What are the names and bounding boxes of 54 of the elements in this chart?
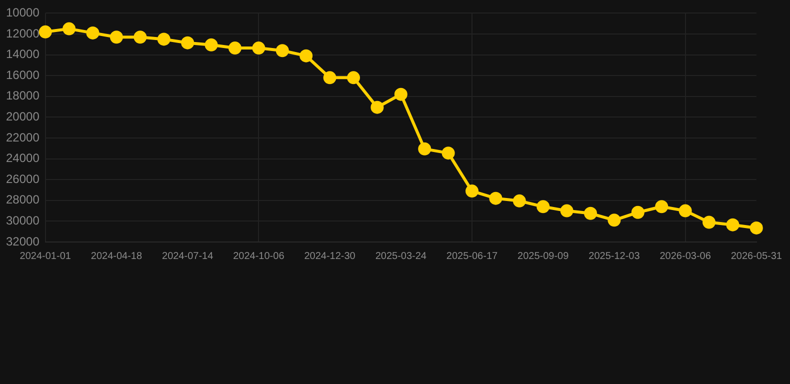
x-tick-label: 2025-06-17 [446,250,498,262]
y-tick-label: 12000 [6,26,40,40]
y-tick-label: 14000 [6,47,40,62]
y-tick-label: 18000 [6,88,40,103]
point [631,206,644,219]
point [536,200,550,214]
point [489,192,502,205]
point [560,204,574,218]
point [702,216,716,229]
point [726,218,740,232]
point [276,44,289,58]
point [584,206,598,220]
y-tick-label: 22000 [6,130,40,144]
point [655,200,668,214]
y-tick-label: 20000 [6,110,40,124]
x-tick-label: 2025-12-03 [588,250,640,262]
x-tick-label: 2026-03-06 [660,250,712,262]
y-tick-label: 30000 [6,214,40,228]
x-tick-label: 2026-05-31 [730,250,782,262]
x-tick-label: 2024-07-14 [162,250,214,262]
point [466,184,478,198]
x-tick-label: 2025-09-09 [518,250,570,262]
x-tick-label: 2024-10-06 [233,250,285,262]
y-tick-label: 16000 [6,68,40,82]
y-tick-label: 26000 [6,172,40,186]
point [300,49,313,62]
y-tick-label: 24000 [6,151,40,166]
point [134,30,147,44]
point [346,71,360,84]
point [394,88,408,101]
y-tick-label: 28000 [6,192,40,207]
point [678,204,692,218]
point [204,38,218,52]
point [442,146,455,160]
point [608,214,621,227]
point [181,36,194,50]
point [110,30,123,44]
point [62,22,76,36]
y-tick-label: 32000 [6,234,40,248]
point [323,71,336,84]
point [157,32,170,46]
point [750,221,763,234]
y-tick-label: 10000 [6,6,40,20]
point [228,42,242,55]
x-tick-label: 2024-04-18 [90,250,142,262]
x-tick-label: 2024-01-01 [20,250,72,262]
x-tick-label: 2024-12-30 [304,250,356,262]
x-tick-label: 2025-03-24 [375,250,427,262]
point [86,26,100,40]
point [370,100,384,114]
point [418,142,432,156]
point [512,194,526,208]
point [252,42,266,55]
point [38,25,52,38]
